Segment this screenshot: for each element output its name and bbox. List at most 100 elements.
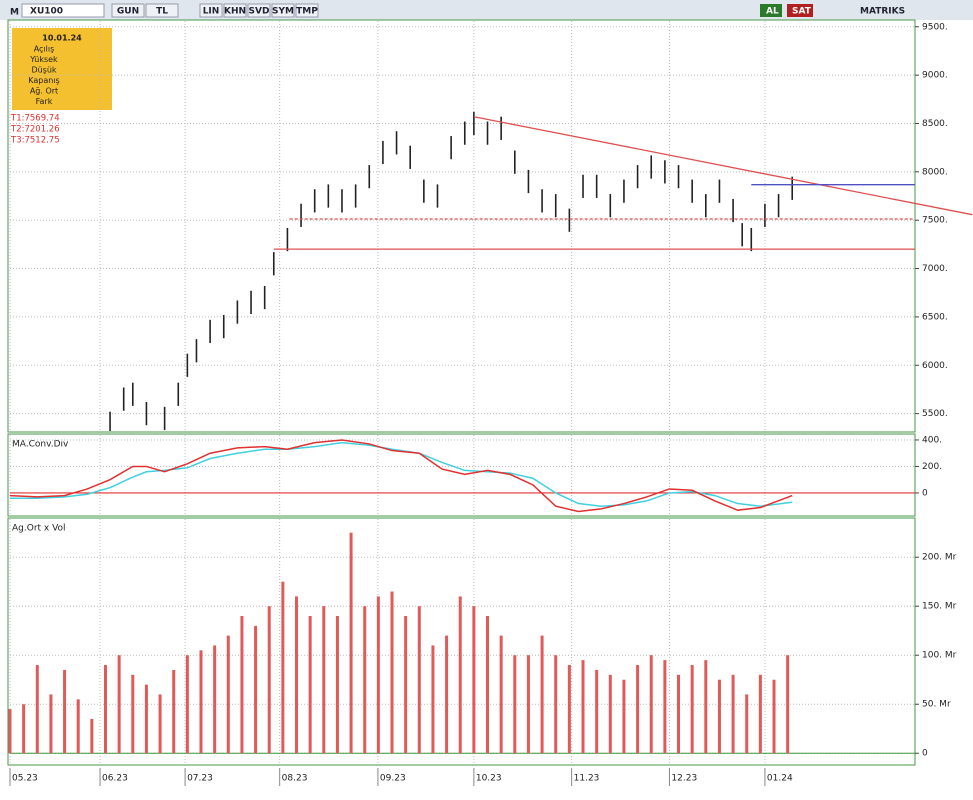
y-tick-label: 9000. — [922, 71, 948, 81]
volume-bar — [445, 635, 449, 754]
volume-bar — [335, 616, 339, 754]
toolbar-button-label[interactable]: SYM — [272, 7, 294, 17]
y-tick-label: 6000. — [922, 361, 948, 371]
y-tick-label: 200. — [922, 462, 942, 472]
toolbar-button-label[interactable]: TMP — [296, 7, 318, 17]
toolbar-button-label[interactable]: GUN — [117, 7, 139, 17]
y-tick-label: 7000. — [922, 264, 948, 274]
volume-bar — [322, 606, 326, 754]
y-tick-label: 50. Mr — [922, 700, 951, 710]
volume-bar — [35, 665, 39, 754]
volume-bar — [417, 606, 421, 754]
volume-bar — [104, 665, 108, 754]
volume-bar — [431, 645, 435, 754]
macd-panel — [7, 433, 916, 517]
volume-bar — [499, 635, 503, 754]
y-tick-label: 0 — [922, 749, 928, 759]
x-tick-label: 07.23 — [187, 774, 213, 784]
volume-bar — [295, 596, 299, 754]
volume-bar — [636, 665, 640, 754]
symbol-box[interactable] — [21, 3, 105, 18]
annotation: T3:7512.75 — [10, 136, 60, 146]
volume-bar — [595, 669, 599, 754]
toolbar-button[interactable] — [295, 3, 319, 18]
toolbar-button[interactable] — [111, 3, 145, 18]
info-date: 10.01.24 — [42, 34, 82, 43]
volume-bar — [404, 616, 408, 754]
volume-bar — [22, 704, 26, 754]
annotation: T1:7569.74 — [10, 114, 60, 124]
toolbar-button[interactable] — [271, 3, 295, 18]
info-row: Kapanış — [28, 76, 59, 85]
volume-bar — [526, 655, 530, 754]
volume-bar — [390, 591, 394, 754]
volume-bar — [8, 709, 12, 754]
toolbar-button[interactable] — [145, 3, 179, 18]
y-tick-label: 0 — [922, 488, 928, 498]
price-panel — [7, 19, 916, 433]
y-tick-label: 9500. — [922, 22, 948, 32]
panel-title: Ag.Ort x Vol — [12, 524, 66, 534]
volume-bar — [472, 606, 476, 754]
volume-bar — [199, 650, 203, 754]
info-box — [12, 28, 112, 110]
toolbar-button-label[interactable]: TL — [156, 7, 168, 17]
info-row: Fark — [36, 97, 53, 106]
volume-bar — [608, 674, 612, 754]
sell-button[interactable] — [787, 4, 813, 17]
volume-bar — [677, 674, 681, 754]
volume-bar — [144, 684, 148, 754]
brand: MATRIKS — [860, 7, 905, 17]
volume-bar — [690, 665, 694, 754]
volume-bar — [349, 532, 353, 754]
volume-bar — [158, 694, 162, 754]
volume-bar — [458, 596, 462, 754]
volume-bar — [117, 655, 121, 754]
volume-bar — [308, 616, 312, 754]
volume-bar — [622, 679, 626, 754]
volume-bar — [486, 616, 490, 754]
toolbar-button-label[interactable]: LIN — [203, 7, 220, 17]
x-tick-label: 10.23 — [476, 774, 502, 784]
panel-title: MA.Conv.Div — [12, 440, 69, 450]
buy-button[interactable] — [760, 4, 782, 17]
volume-bar — [704, 660, 708, 754]
y-tick-label: 100. Mr — [922, 651, 957, 661]
x-tick-label: 12.23 — [671, 774, 697, 784]
volume-bar — [363, 606, 367, 754]
volume-bar — [731, 674, 735, 754]
volume-bar — [554, 655, 558, 754]
symbol[interactable]: XU100 — [30, 7, 63, 17]
toolbar-button[interactable] — [199, 3, 223, 18]
volume-bar — [254, 625, 258, 754]
volume-panel — [7, 517, 916, 766]
toolbar-button-label[interactable]: SVD — [249, 7, 270, 17]
info-row: Düşük — [31, 66, 56, 75]
volume-bar — [76, 699, 80, 754]
x-tick-label: 11.23 — [574, 774, 600, 784]
volume-bar — [172, 669, 176, 754]
buy-label[interactable]: AL — [766, 7, 779, 17]
volume-bar — [90, 718, 94, 754]
y-tick-label: 8500. — [922, 119, 948, 129]
volume-bar — [581, 660, 585, 754]
volume-bar — [540, 635, 544, 754]
volume-bar — [226, 635, 230, 754]
y-tick-label: 8000. — [922, 167, 948, 177]
toolbar-button[interactable] — [223, 3, 247, 18]
volume-bar — [745, 694, 749, 754]
volume-bar — [717, 679, 721, 754]
toolbar-button-label[interactable]: KHN — [224, 7, 246, 17]
volume-bar — [513, 655, 517, 754]
volume-bar — [772, 679, 776, 754]
volume-bar — [567, 665, 571, 754]
volume-bar — [49, 694, 53, 754]
volume-bar — [758, 674, 762, 754]
sell-label[interactable]: SAT — [792, 7, 812, 17]
volume-bar — [663, 660, 667, 754]
info-row: Açılış — [34, 45, 55, 54]
y-tick-label: 7500. — [922, 216, 948, 226]
volume-bar — [63, 669, 67, 754]
toolbar-button[interactable] — [247, 3, 271, 18]
